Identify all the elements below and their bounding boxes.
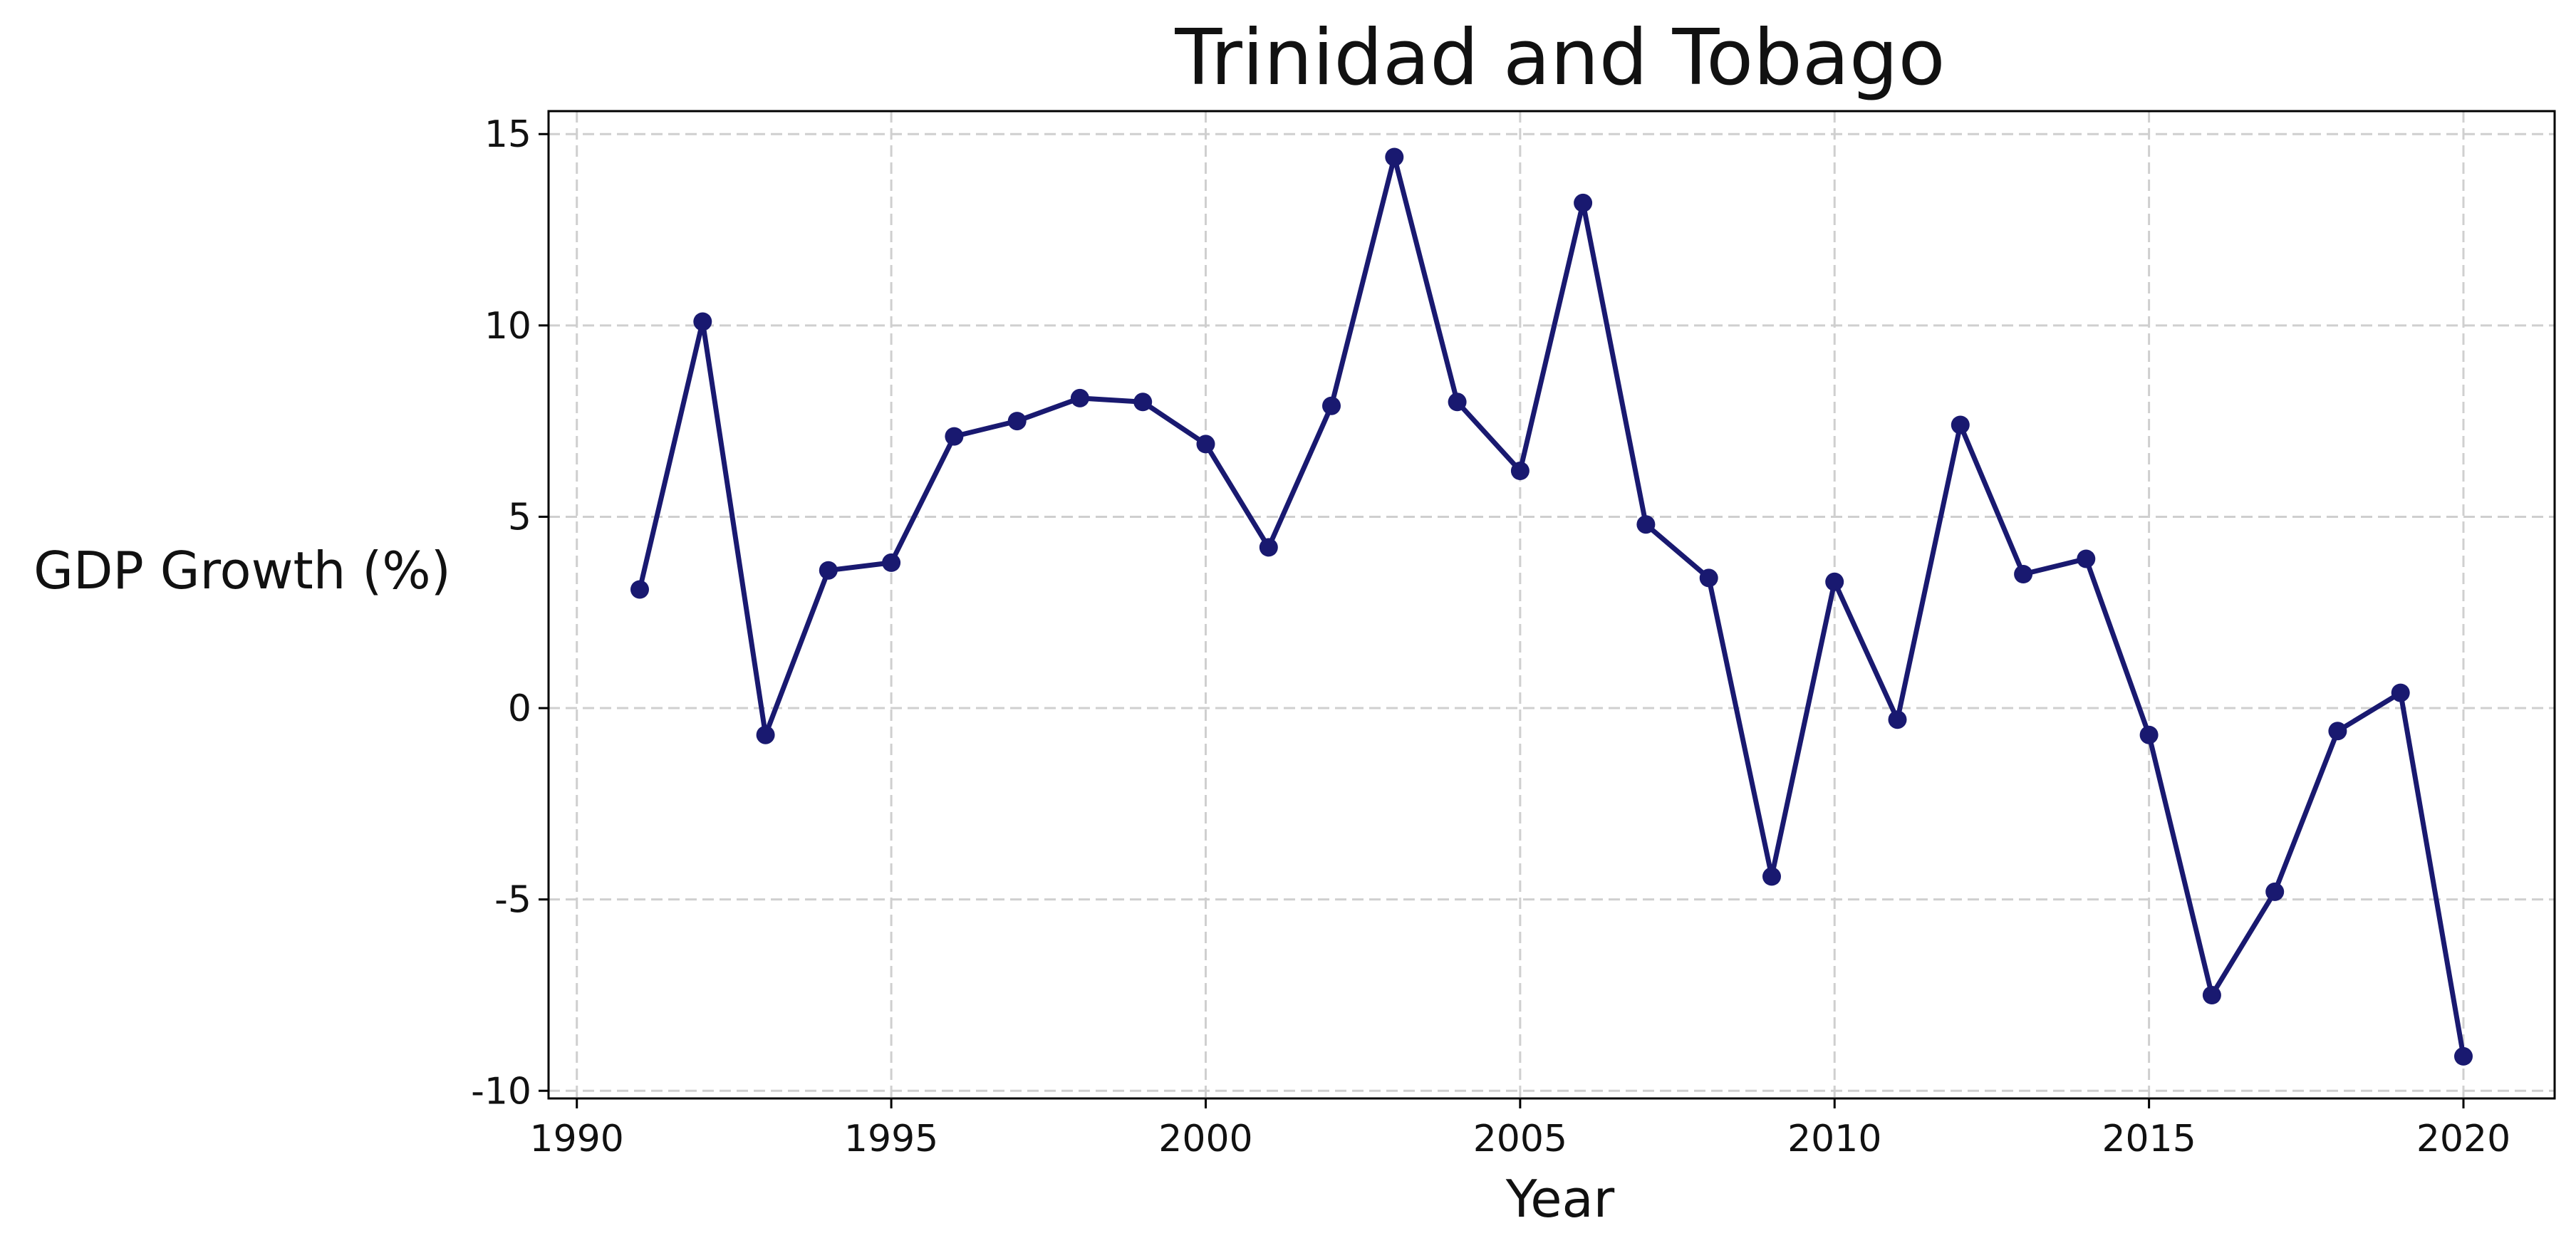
data-point	[1636, 515, 1656, 534]
data-point	[2328, 722, 2347, 741]
data-point	[2077, 549, 2096, 568]
data-point	[819, 561, 838, 580]
data-point	[630, 580, 649, 599]
data-point	[1007, 412, 1027, 431]
grid	[549, 111, 2555, 1098]
chart-title: Trinidad and Tobago	[1174, 14, 1945, 103]
data-point	[693, 312, 712, 331]
data-point	[1196, 435, 1215, 454]
data-point	[2454, 1046, 2473, 1066]
series-line	[637, 155, 2466, 1059]
data-point	[2139, 725, 2159, 744]
x-tick-label: 2015	[2102, 1118, 2196, 1160]
data-point	[1825, 572, 1844, 591]
x-axis-label: Year	[1505, 1169, 1615, 1229]
data-point	[2014, 565, 2033, 583]
data-point	[2265, 882, 2285, 901]
data-point	[1699, 568, 1718, 588]
y-tick-label: 10	[484, 305, 531, 348]
data-point	[1574, 193, 1593, 212]
x-tick-label: 2010	[1787, 1118, 1881, 1160]
data-point	[1259, 538, 1278, 557]
data-point	[1888, 710, 1907, 729]
data-point	[756, 725, 775, 744]
data-point	[2202, 986, 2221, 1004]
y-axis-label: GDP Growth (%)	[33, 541, 451, 601]
plot-frame	[547, 110, 2556, 1100]
data-point	[1762, 867, 1781, 886]
data-point	[945, 427, 964, 446]
x-tick-label: 1995	[844, 1118, 938, 1160]
y-tick-label: -10	[471, 1070, 531, 1113]
x-tick-label: 2005	[1473, 1118, 1567, 1160]
axis-ticks: 1990 1995 2000 2005 2010 2015 2020 -10 -5 0 5 10 15	[471, 113, 2510, 1160]
data-point	[882, 553, 901, 572]
y-tick-label: 5	[508, 496, 531, 539]
y-tick-label: 15	[484, 113, 531, 156]
data-point	[1133, 393, 1153, 412]
data-point	[1510, 462, 1530, 480]
series-layer	[630, 147, 2473, 1066]
data-point	[1322, 396, 1341, 415]
y-tick-label: 0	[508, 687, 531, 730]
x-tick-label: 1990	[530, 1118, 624, 1160]
x-tick-label: 2020	[2416, 1118, 2510, 1160]
data-point	[1385, 147, 1404, 167]
data-point	[1448, 393, 1467, 412]
data-point	[1951, 415, 1970, 435]
x-tick-label: 2000	[1158, 1118, 1252, 1160]
y-tick-label: -5	[494, 879, 531, 922]
data-point	[2391, 683, 2410, 702]
data-point	[1070, 388, 1089, 407]
